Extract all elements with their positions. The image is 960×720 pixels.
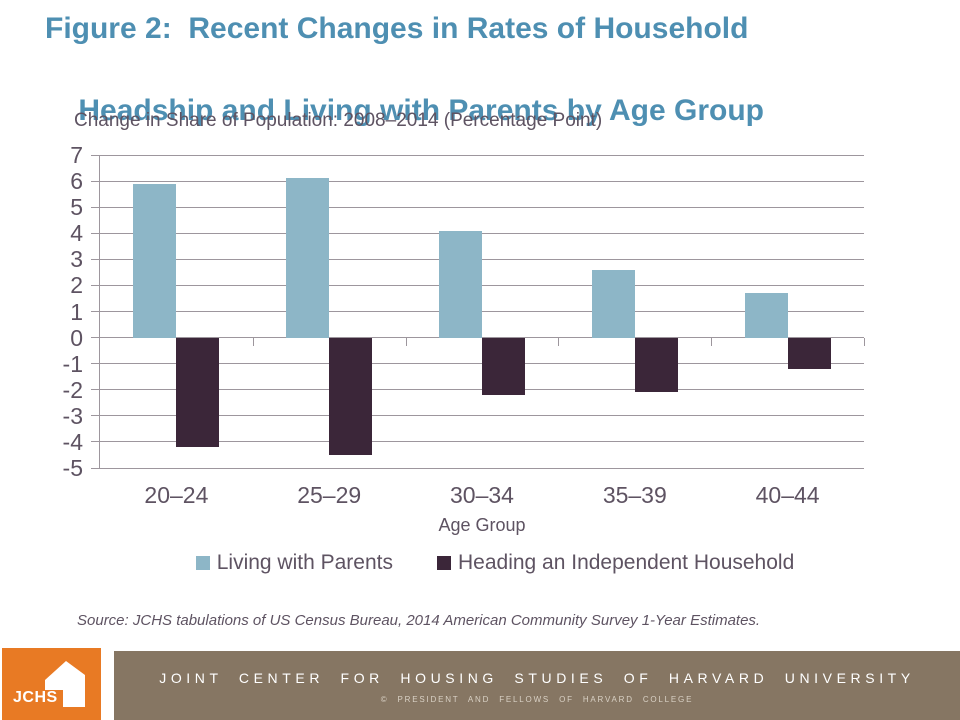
y-axis-tick--5 [91, 467, 100, 469]
footer-copyright: © PRESIDENT AND FELLOWS OF HARVARD COLLE… [380, 695, 694, 704]
y-axis-tick--3 [91, 415, 100, 417]
bar-independent-household-25–29 [329, 337, 373, 455]
x-axis-label-35–39: 35–39 [602, 482, 667, 508]
bar-living-with-parents-20–24 [133, 183, 177, 338]
gridline--4 [100, 441, 864, 443]
gridline-4 [100, 232, 864, 234]
footer-organization: JOINT CENTER FOR HOUSING STUDIES OF HARV… [159, 670, 915, 686]
y-axis-tick-6 [91, 180, 100, 182]
bar-living-with-parents-25–29 [286, 178, 330, 338]
gridline-2 [100, 284, 864, 286]
bar-chart-plot-area: Age Group 7 6 5 4 3 2 1 0 -1 -2 -3 -4 -5 20–24 25–29 30… [63, 142, 865, 535]
y-axis-label--1: -1 [62, 350, 83, 377]
chart-subtitle: Change in Share of Population: 2008–2014… [74, 110, 603, 131]
y-axis-label-2: 2 [70, 272, 83, 299]
y-axis-label-5: 5 [70, 194, 83, 221]
y-axis-label-4: 4 [70, 220, 83, 247]
legend-label-independent-household: Heading an Independent Household [457, 551, 795, 574]
figure-title: Figure 2: Recent Changes in Rates of Hou… [45, 8, 935, 172]
bar-independent-household-40–44 [787, 337, 831, 369]
bar-independent-household-30–34 [482, 337, 525, 395]
y-axis-label-7: 7 [70, 142, 83, 168]
jchs-logo: JCHS [2, 648, 101, 720]
figure-title-line1: Figure 2: Recent Changes in Rates of Hou… [45, 12, 749, 45]
y-axis-tick-5 [91, 206, 100, 208]
gridline--3 [100, 415, 864, 417]
y-axis-tick--2 [91, 389, 100, 391]
bar-living-with-parents-30–34 [439, 230, 482, 338]
x-axis-tick-2 [405, 337, 407, 346]
y-axis-tick-1 [91, 311, 100, 312]
gridline-3 [100, 258, 864, 260]
y-axis-label--4: -4 [62, 428, 83, 455]
y-axis-tick--1 [91, 363, 100, 365]
gridline-1 [100, 311, 864, 312]
x-axis-label-40–44: 40–44 [755, 482, 820, 508]
bar-independent-household-35–39 [634, 337, 678, 393]
y-axis-tick-3 [91, 258, 100, 260]
gridline--5 [100, 467, 864, 469]
y-axis-label--5: -5 [62, 455, 83, 481]
bar-living-with-parents-40–44 [744, 293, 788, 338]
x-axis-label-20–24: 20–24 [144, 482, 209, 508]
y-axis-label--2: -2 [62, 376, 83, 403]
chart-legend: Living with Parents Heading an Independe… [95, 551, 895, 575]
legend-label-living-with-parents: Living with Parents [216, 551, 393, 574]
gridline-6 [100, 180, 864, 182]
jchs-logo-text: JCHS [13, 689, 58, 706]
gridline-7 [100, 154, 864, 156]
figure-title-line2: Headship and Living with Parents by Age … [78, 94, 764, 127]
y-axis-label--3: -3 [62, 402, 83, 429]
y-axis-label-3: 3 [70, 246, 83, 273]
bar-living-with-parents-35–39 [591, 269, 635, 338]
y-axis-label-6: 6 [70, 168, 83, 195]
legend-item-independent-household: Heading an Independent Household [436, 551, 795, 575]
y-axis-tick-2 [91, 284, 100, 286]
y-axis-tick-0 [91, 337, 100, 339]
source-note: Source: JCHS tabulations of US Census Bu… [77, 612, 761, 629]
x-axis-tick-3 [558, 337, 560, 346]
bar-independent-household-20–24 [176, 337, 220, 448]
legend-swatch-living-with-parents [195, 556, 210, 570]
legend-item-living-with-parents: Living with Parents [195, 551, 393, 575]
y-axis-label-0: 0 [70, 324, 83, 351]
x-axis-label-30–34: 30–34 [450, 482, 514, 508]
x-axis-tick-4 [711, 337, 713, 346]
footer-band: JOINT CENTER FOR HOUSING STUDIES OF HARV… [114, 651, 960, 720]
y-axis-tick-4 [91, 232, 100, 234]
legend-swatch-independent-household [436, 556, 451, 570]
x-axis-tick-1 [252, 337, 254, 346]
y-axis-tick--4 [91, 441, 100, 443]
gridline-5 [100, 206, 864, 208]
x-axis-tick-5 [864, 337, 865, 346]
y-axis-label-1: 1 [70, 298, 83, 325]
x-axis-label-25–29: 25–29 [297, 482, 362, 508]
y-axis-tick-7 [91, 154, 100, 156]
x-axis-title: Age Group [438, 515, 526, 535]
house-icon [45, 661, 85, 707]
